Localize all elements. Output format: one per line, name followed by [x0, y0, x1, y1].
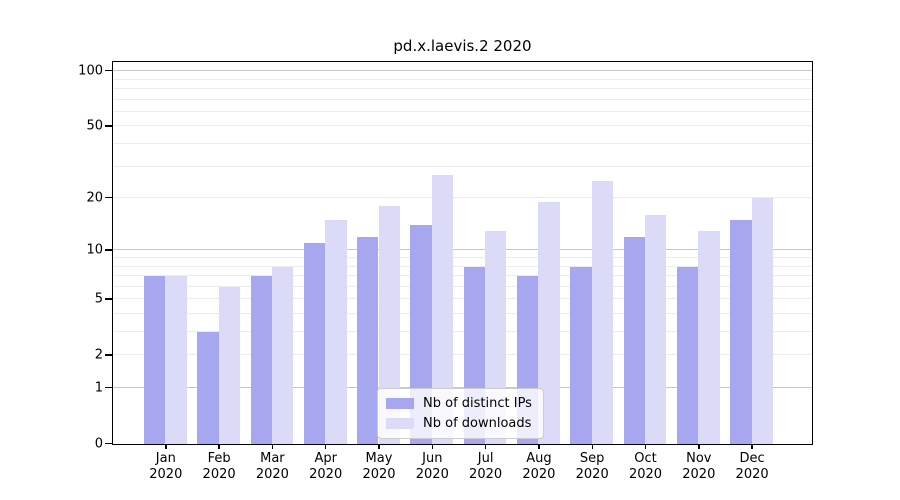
bar-downloads-aug — [538, 202, 560, 444]
bar-downloads-feb — [218, 286, 240, 444]
y-tick-label-20: 20 — [86, 190, 103, 206]
y-tick-label-1: 1 — [94, 380, 103, 395]
x-tick-label-dec: Dec 2020 — [735, 451, 769, 482]
gridline-major-100 — [113, 70, 812, 72]
legend: Nb of distinct IPs Nb of downloads — [377, 388, 544, 439]
gridline-minor-50 — [113, 125, 812, 127]
y-tick-100 — [105, 69, 113, 72]
y-tick-2 — [105, 354, 113, 356]
x-tick-label-feb: Feb 2020 — [202, 451, 236, 482]
plot-area — [112, 61, 813, 445]
bar-distinct-ips-feb — [197, 332, 219, 444]
gridline-minor-2 — [113, 354, 812, 356]
x-tick-label-jul: Jul 2020 — [469, 451, 503, 482]
x-tick-label-jun: Jun 2020 — [415, 451, 449, 482]
gridline-minor-90 — [113, 78, 812, 80]
x-tick-jun — [431, 444, 434, 449]
x-tick-may — [378, 444, 380, 449]
y-tick-label-2: 2 — [94, 347, 103, 363]
bar-distinct-ips-apr — [303, 243, 326, 444]
y-tick-label-5: 5 — [94, 291, 103, 307]
y-tick-1 — [105, 386, 113, 389]
bar-downloads-jun — [431, 174, 454, 444]
y-tick-10 — [105, 249, 113, 251]
gridline-minor-5 — [113, 298, 812, 300]
gridline-minor-40 — [113, 143, 812, 144]
y-tick-label-0: 0 — [94, 436, 103, 451]
bar-downloads-apr — [325, 220, 347, 444]
x-tick-jan — [165, 444, 167, 449]
legend-item-downloads: Nb of downloads — [386, 416, 532, 431]
gridline-minor-9 — [113, 257, 812, 258]
bar-downloads-sep — [591, 180, 614, 444]
bar-distinct-ips-jan — [143, 276, 166, 444]
gridline-minor-4 — [113, 313, 812, 314]
legend-label-distinct-ips: Nb of distinct IPs — [423, 396, 532, 411]
gridline-minor-7 — [113, 275, 812, 276]
bar-downloads-nov — [698, 230, 720, 444]
gridline-major-10 — [113, 249, 812, 251]
bar-distinct-ips-oct — [623, 236, 645, 444]
bar-downloads-jan — [165, 276, 187, 444]
chart-title: pd.x.laevis.2 2020 — [393, 37, 532, 55]
x-tick-nov — [698, 444, 700, 449]
y-tick-label-50: 50 — [86, 118, 103, 134]
bar-distinct-ips-may — [357, 236, 379, 444]
gridline-minor-3 — [113, 331, 812, 332]
x-tick-aug — [538, 444, 540, 449]
bar-downloads-may — [378, 206, 400, 444]
x-tick-label-mar: Mar 2020 — [255, 451, 289, 482]
y-tick-label-100: 100 — [78, 63, 103, 79]
legend-swatch-distinct-ips — [386, 398, 414, 409]
x-tick-label-jan: Jan 2020 — [149, 451, 183, 482]
x-tick-label-nov: Nov 2020 — [682, 451, 716, 482]
bar-downloads-mar — [271, 266, 294, 444]
x-tick-label-apr: Apr 2020 — [309, 451, 343, 482]
gridline-minor-6 — [113, 285, 812, 287]
x-tick-label-oct: Oct 2020 — [628, 451, 663, 482]
x-tick-label-may: May 2020 — [362, 451, 396, 482]
x-tick-jul — [484, 444, 487, 449]
x-tick-mar — [271, 444, 274, 449]
x-tick-oct — [644, 444, 647, 449]
x-tick-feb — [218, 444, 220, 449]
gridline-minor-8 — [113, 265, 812, 267]
legend-item-distinct-ips: Nb of distinct IPs — [386, 396, 532, 411]
bar-distinct-ips-nov — [676, 266, 699, 444]
gridline-minor-30 — [113, 165, 812, 167]
gridline-minor-60 — [113, 110, 812, 112]
bar-distinct-ips-sep — [570, 266, 592, 444]
x-tick-dec — [751, 444, 753, 449]
gridline-minor-20 — [113, 197, 812, 199]
y-tick-20 — [105, 196, 113, 199]
gridline-major-1 — [113, 387, 812, 388]
y-tick-50 — [105, 125, 113, 127]
y-tick-0 — [105, 442, 113, 445]
bar-distinct-ips-mar — [250, 276, 272, 444]
legend-swatch-downloads — [386, 418, 414, 429]
bar-downloads-oct — [645, 215, 667, 444]
y-tick-label-10: 10 — [86, 242, 103, 258]
x-tick-apr — [324, 444, 327, 449]
legend-label-downloads: Nb of downloads — [423, 416, 532, 431]
x-tick-sep — [591, 444, 593, 449]
y-tick-5 — [105, 298, 113, 300]
gridline-minor-70 — [113, 98, 812, 100]
x-tick-label-aug: Aug 2020 — [522, 451, 556, 482]
x-tick-label-sep: Sep 2020 — [575, 451, 609, 482]
gridline-minor-80 — [113, 88, 812, 89]
bar-downloads-dec — [751, 198, 773, 444]
bar-distinct-ips-dec — [730, 220, 752, 444]
